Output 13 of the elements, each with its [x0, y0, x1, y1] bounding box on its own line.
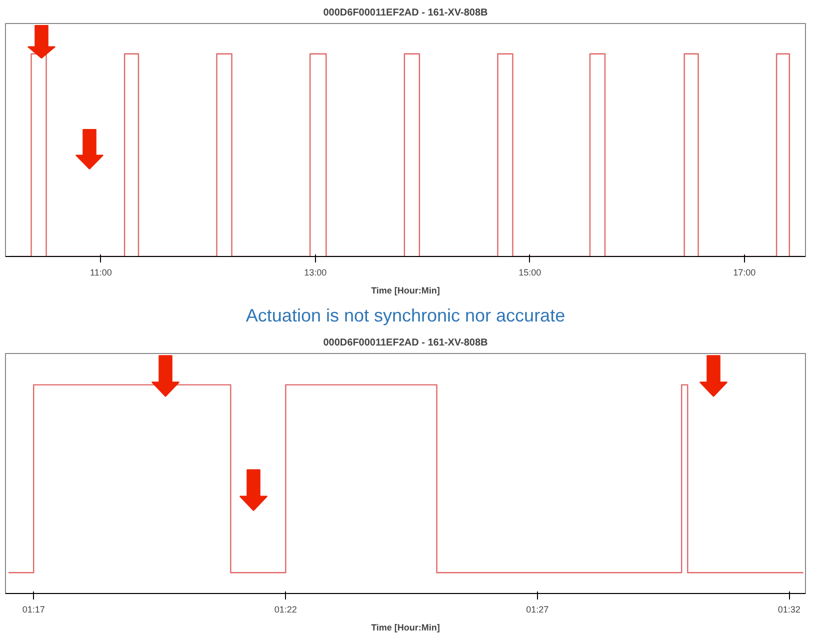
- x-tick-label: 01:17: [22, 604, 45, 614]
- x-tick-label: 01:27: [526, 604, 549, 614]
- x-tick-label: 13:00: [304, 268, 327, 278]
- x-tick-label: 17:00: [733, 268, 756, 278]
- chart-title: 000D6F00011EF2AD - 161-XV-808B: [323, 338, 488, 348]
- x-tick-label: 15:00: [518, 268, 542, 278]
- x-axis-title: Time [Hour:Min]: [371, 622, 440, 632]
- text: Actuation is not synchronic nor accurate: [246, 306, 566, 326]
- x-axis-title: Time [Hour:Min]: [371, 286, 440, 296]
- x-tick-label: 01:22: [274, 604, 297, 614]
- x-tick-label: 11:00: [90, 268, 112, 278]
- x-tick-label: 01:32: [778, 604, 800, 614]
- chart-title: 000D6F00011EF2AD - 161-XV-808B: [323, 8, 488, 18]
